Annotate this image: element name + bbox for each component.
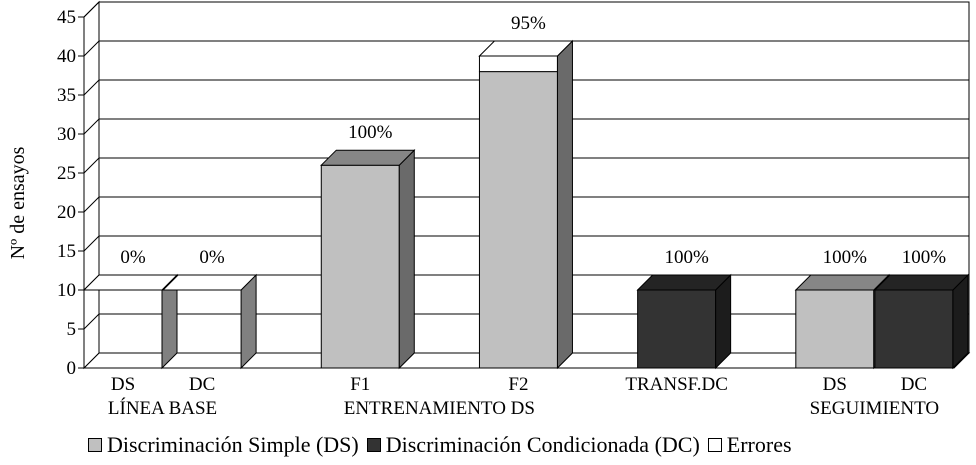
x-tick-label: F1 — [350, 374, 370, 395]
group-label: ENTRENAMIENTO DS — [344, 398, 535, 419]
y-tick-label: 10 — [57, 280, 76, 301]
bar-4-f2-top — [478, 40, 574, 57]
gridline — [83, 157, 969, 174]
legend-label-ds: Discriminación Simple (DS) — [107, 432, 359, 457]
legend-item-ds: Discriminación Simple (DS) — [88, 432, 359, 458]
bar-2-dc-top — [161, 274, 258, 291]
bar-1-ds-top — [82, 274, 179, 291]
axes: 0 5 10 15 20 25 30 35 40 45 — [57, 7, 954, 379]
legend-label-errores: Errores — [726, 432, 792, 457]
bar-7-dc-front — [874, 289, 954, 369]
x-tick-label: DS — [111, 374, 135, 395]
bar-7-dc-top — [873, 274, 970, 291]
y-tick-label: 40 — [57, 46, 76, 67]
legend-item-dc: Discriminación Condicionada (DC) — [366, 432, 700, 458]
data-label: 0% — [120, 247, 146, 268]
data-label: 95% — [511, 13, 546, 34]
y-tick-label: 15 — [57, 241, 76, 262]
labels: 0% DS 0% DC 100% F1 95% F2 100% TRANSF.DC 100% DS 10… — [108, 13, 946, 419]
bar-3-f1-top — [320, 149, 416, 166]
bar-4-f2-front — [478, 71, 558, 369]
bar-4-f2-errors — [478, 55, 558, 73]
bar-7-dc-side — [952, 273, 969, 370]
bar-2-dc-side — [240, 273, 257, 370]
legend-label-dc: Discriminación Condicionada (DC) — [385, 432, 700, 457]
bar-5-transf-dc-side — [715, 273, 732, 370]
gridline — [83, 1, 969, 18]
bar-3-f1-side — [398, 148, 415, 370]
x-tick-label: DC — [901, 374, 927, 395]
y-tick-label: 25 — [57, 163, 76, 184]
bar-4-f2-side — [556, 39, 573, 370]
y-tick-label: 0 — [67, 358, 77, 379]
data-label: 0% — [199, 247, 225, 268]
x-tick-label: F2 — [508, 374, 528, 395]
legend-swatch-dc — [366, 438, 381, 452]
y-tick-label: 45 — [57, 7, 76, 28]
gridline — [83, 40, 969, 57]
y-tick-label: 20 — [57, 202, 76, 223]
bar-6-ds-top — [794, 274, 891, 291]
x-tick-label: DS — [823, 374, 847, 395]
data-label: 100% — [823, 247, 868, 268]
data-label: 100% — [348, 122, 393, 143]
bar-5-transf-dc-front — [637, 289, 717, 369]
bar-6-ds-front — [795, 289, 875, 369]
gridline — [83, 235, 969, 252]
x-tick-label: DC — [189, 374, 215, 395]
y-tick-label: 35 — [57, 85, 76, 106]
y-tick-label: 5 — [67, 319, 77, 340]
side-wall — [83, 0, 100, 370]
gridline — [83, 79, 969, 96]
legend-swatch-ds — [88, 438, 102, 452]
legend-swatch-errores — [707, 438, 722, 452]
bar-3-f1-front — [320, 164, 400, 369]
bars — [82, 39, 970, 370]
group-label: LÍNEA BASE — [108, 397, 217, 419]
legend: Discriminación Simple (DS) Discriminació… — [88, 432, 976, 458]
x-tick-label: TRANSF.DC — [625, 374, 727, 395]
group-label: SEGUIMIENTO — [810, 398, 939, 419]
bar-chart: 0 5 10 15 20 25 30 35 40 45 0% DS 0% DC 100% F1 95% F2 10… — [7, 0, 971, 419]
data-label: 100% — [902, 247, 947, 268]
y-tick-label: 30 — [57, 124, 76, 145]
data-label: 100% — [664, 247, 709, 268]
y-axis-label: Nº de ensayos — [7, 146, 29, 259]
gridline — [83, 118, 969, 135]
gridline — [83, 196, 969, 213]
legend-item-errores: Errores — [707, 432, 792, 458]
bar-5-transf-dc-top — [636, 274, 732, 291]
